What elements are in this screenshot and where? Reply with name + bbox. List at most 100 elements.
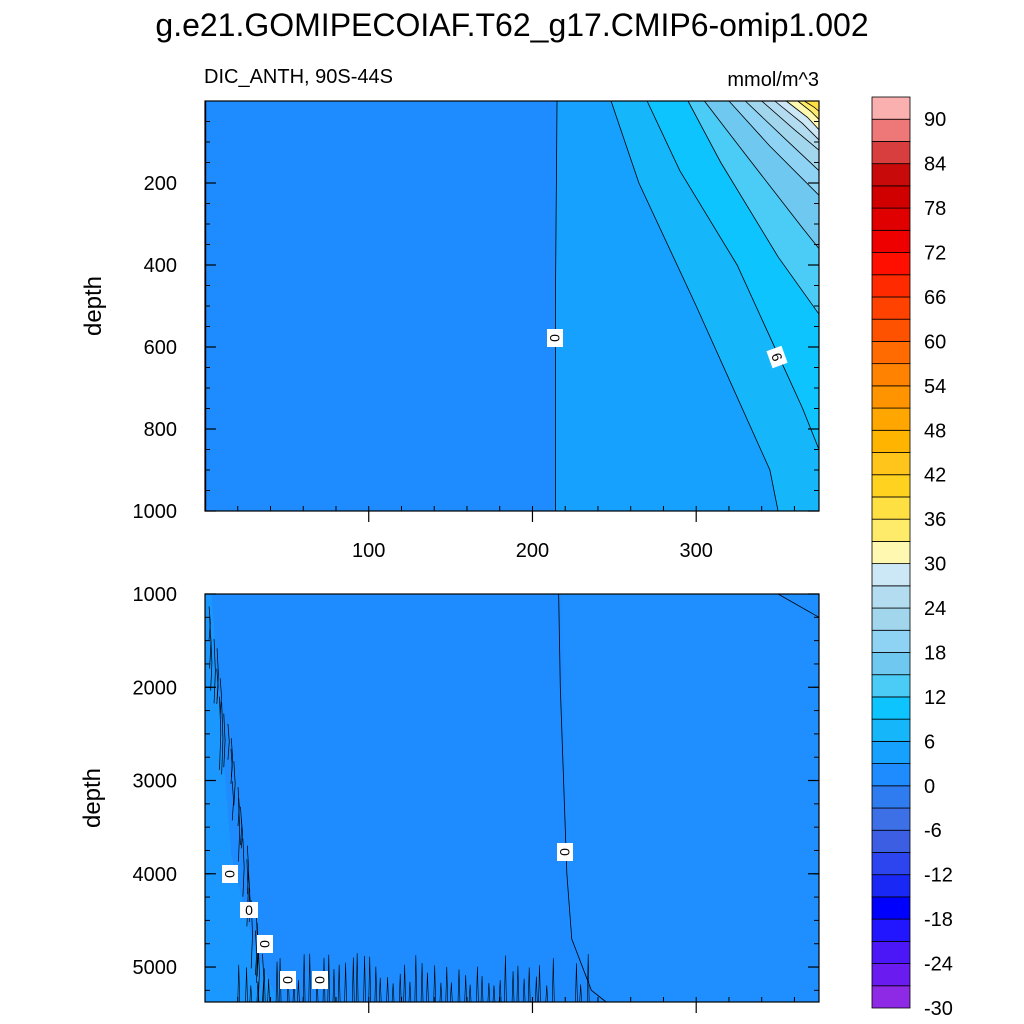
contour-line <box>552 958 555 1003</box>
colorbar-box <box>871 874 911 898</box>
contour-line <box>403 964 406 1003</box>
y-tick-label: 5000 <box>133 957 178 979</box>
colorbar-box <box>871 629 911 653</box>
contour-line <box>575 963 578 1003</box>
contour-line <box>255 930 258 976</box>
contour-line <box>728 100 820 196</box>
contour-label-box <box>312 971 328 989</box>
colorbar-box <box>871 718 911 742</box>
colorbar-box <box>871 518 911 542</box>
colorbar-box <box>871 363 911 387</box>
y-tick-label: 1000 <box>133 584 178 606</box>
contour-line <box>352 957 355 1003</box>
contour-label: 0 <box>240 902 258 918</box>
colorbar-label: 48 <box>924 420 946 442</box>
contour-line <box>476 966 479 1003</box>
colorbar-box <box>871 296 911 320</box>
upper-contour-lines <box>205 100 820 512</box>
contour-line <box>511 971 515 1003</box>
contour-line <box>492 985 496 1003</box>
contour-line <box>414 955 418 1003</box>
contour-label: 0 <box>257 935 273 953</box>
colorbar-box <box>871 740 911 764</box>
contour-label: 0 <box>222 865 238 883</box>
colorbar-box <box>871 696 911 720</box>
y-tick-label: 400 <box>144 255 177 277</box>
contour-line <box>267 978 270 1003</box>
contour-line <box>337 964 341 1003</box>
contour-line <box>275 961 279 1003</box>
contour-line <box>308 953 312 1003</box>
colorbar-box <box>871 185 911 209</box>
colorbar: 908478726660544842363024181260-6-12-18-2… <box>871 96 953 1020</box>
x-tick-label: 300 <box>680 540 713 562</box>
contour-line <box>774 100 820 141</box>
figure-title: g.e21.GOMIPECOIAF.T62_g17.CMIP6-omip1.00… <box>155 7 868 43</box>
colorbar-label: -12 <box>924 865 953 887</box>
contour-line <box>213 638 216 704</box>
contour-label-text: 0 <box>222 870 238 878</box>
contour-label-box <box>280 971 296 989</box>
colorbar-box <box>871 763 911 787</box>
lower-contour-labels: 0 0 0 0 0 0 <box>222 843 573 989</box>
contour-band <box>804 101 819 112</box>
contour-line <box>786 100 820 130</box>
contour-label-text: 0 <box>280 976 296 984</box>
contour-label-box <box>240 902 258 918</box>
contour-line <box>219 696 222 770</box>
colorbar-label: 24 <box>924 598 946 620</box>
contour-line <box>223 713 226 768</box>
contour-line <box>426 972 429 1003</box>
contour-line <box>262 968 266 1003</box>
contour-line <box>237 964 241 1003</box>
colorbar-box <box>871 474 911 498</box>
contour-line <box>777 593 820 618</box>
contour-line <box>445 966 449 1003</box>
colorbar-box <box>871 118 911 142</box>
colorbar-box <box>871 674 911 698</box>
colorbar-label: -24 <box>924 954 953 976</box>
contour-line <box>804 100 820 112</box>
contour-line <box>761 100 820 151</box>
colorbar-box <box>871 807 911 831</box>
contour-band <box>205 594 279 1002</box>
contour-line <box>504 955 507 1003</box>
contour-line <box>610 100 779 512</box>
contour-label: 0 <box>280 971 296 989</box>
contour-label-text: 0 <box>547 334 563 342</box>
contour-label-box <box>222 865 238 883</box>
contour-line <box>538 965 541 1003</box>
colorbar-box <box>871 318 911 342</box>
colorbar-label: 36 <box>924 509 946 531</box>
contour-line <box>355 953 359 1003</box>
colorbar-box <box>871 229 911 253</box>
contour-line <box>439 982 443 1003</box>
contour-line <box>398 973 402 1003</box>
contour-line <box>433 965 436 1003</box>
contour-label-text: 0 <box>312 976 328 984</box>
upper-ylabel: depth <box>80 276 107 336</box>
contour-line <box>391 983 395 1003</box>
colorbar-label: 12 <box>924 687 946 709</box>
contour-line <box>238 798 241 862</box>
contour-line <box>535 976 538 1003</box>
contour-line <box>210 635 213 691</box>
contour-line <box>249 985 253 1003</box>
contour-label-text: 0 <box>557 848 573 856</box>
contour-line <box>468 984 472 1003</box>
contour-line <box>208 606 211 640</box>
contour-line <box>464 975 467 1003</box>
colorbar-box <box>871 274 911 298</box>
colorbar-label: 84 <box>924 154 946 176</box>
contour-line <box>586 954 590 1003</box>
lower-panel: 1000 2000 3000 4000 5000 0 0 0 0 0 0 depth <box>79 584 820 1013</box>
y-tick-label: 200 <box>144 173 177 195</box>
contour-line <box>797 100 820 120</box>
x-tick-label: 200 <box>516 540 549 562</box>
contour-line <box>216 668 219 705</box>
contour-line <box>554 100 558 511</box>
colorbar-box <box>871 452 911 476</box>
contour-label-text: 0 <box>245 902 253 918</box>
colorbar-box <box>871 829 911 853</box>
